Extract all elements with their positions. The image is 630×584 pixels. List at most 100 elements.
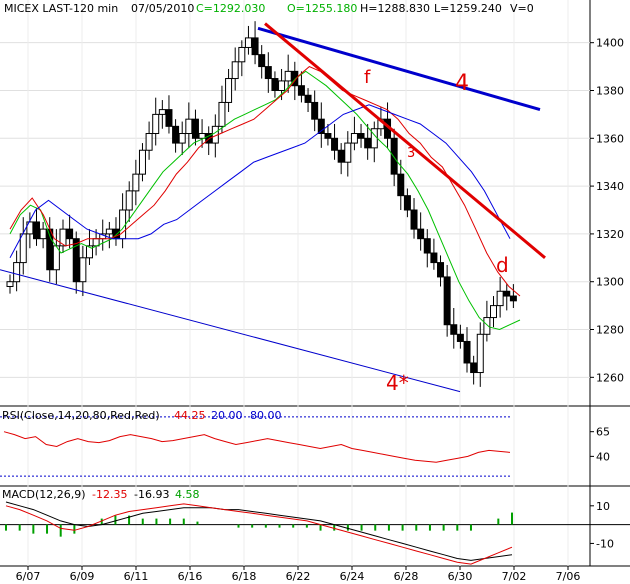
candle-body — [6, 281, 14, 287]
candle-body — [417, 228, 425, 240]
candle-body — [350, 133, 358, 144]
rsi-title: RSI(Close,14,20,80,Red,Red) — [2, 409, 160, 422]
time-tick-label: 7/06 — [556, 570, 581, 583]
wave-label-d: d — [496, 253, 509, 277]
time-tick-label: 6/18 — [232, 570, 257, 583]
candle-body — [364, 137, 372, 149]
candle-body — [503, 290, 511, 297]
price-tick-label: 1340 — [596, 180, 624, 193]
candle-body — [370, 128, 378, 149]
ma-fast-line — [9, 70, 521, 331]
rsi-line — [3, 431, 511, 463]
candle-body — [311, 101, 319, 120]
candle-body — [26, 221, 34, 235]
candle-body — [397, 173, 405, 197]
candle-body — [59, 228, 67, 247]
candlestick-series — [6, 21, 517, 387]
candle-body — [410, 209, 418, 230]
ma-slow-line — [9, 104, 511, 259]
price-tick-label: 1320 — [596, 228, 624, 241]
candle-body — [490, 305, 498, 319]
candle-body — [32, 221, 40, 240]
candle-body — [470, 362, 478, 374]
candle-body — [138, 149, 146, 175]
rsi-level-high: 80.00 — [250, 409, 282, 422]
candle-body — [145, 133, 153, 151]
candle-body — [509, 295, 517, 302]
candle-body — [218, 101, 226, 127]
price-tick-label: 1400 — [596, 37, 624, 50]
candle-body — [244, 37, 252, 48]
candle-body — [85, 245, 93, 259]
candle-body — [39, 228, 47, 240]
candle-body — [185, 118, 193, 135]
wave-label-4star: 4* — [386, 371, 409, 395]
candle-body — [463, 340, 471, 364]
time-tick-label: 6/24 — [340, 570, 365, 583]
macd-tick-label: 10 — [596, 500, 610, 513]
price-tick-label: 1380 — [596, 84, 624, 97]
candle-body — [231, 61, 239, 80]
time-tick-label: 6/09 — [70, 570, 95, 583]
time-tick-label: 6/16 — [178, 570, 203, 583]
candle-body — [198, 133, 206, 139]
macd-tick-label: -10 — [596, 537, 614, 550]
time-tick-label: 6/22 — [286, 570, 311, 583]
macd-title: MACD(12,26,9) — [2, 488, 86, 501]
macd-hist-value: 4.58 — [175, 488, 200, 501]
macd-signal-value: -16.93 — [134, 488, 169, 501]
rsi-value: 44.25 — [174, 409, 206, 422]
time-tick-label: 6/30 — [448, 570, 473, 583]
candle-body — [178, 133, 186, 144]
candle-body — [238, 46, 246, 63]
candle-body — [125, 190, 133, 211]
candle-body — [430, 252, 438, 264]
candle-body — [205, 133, 213, 144]
candle-body — [158, 109, 166, 115]
candle-body — [450, 324, 458, 335]
candle-body — [297, 85, 305, 96]
candle-body — [72, 238, 80, 283]
candle-body — [165, 109, 173, 127]
candle-body — [258, 54, 266, 68]
candle-body — [317, 118, 325, 135]
candle-body — [105, 228, 113, 235]
price-tick-label: 1280 — [596, 324, 624, 337]
rsi-level-low: 20.00 — [211, 409, 243, 422]
candle-body — [66, 228, 74, 240]
open-label: O=1255.180 — [287, 2, 357, 15]
price-tick-label: 1260 — [596, 371, 624, 384]
wave-label-f: f — [364, 67, 371, 88]
red-trendline — [264, 22, 546, 259]
candle-body — [483, 317, 491, 335]
ma-mid-line — [9, 66, 521, 297]
candle-body — [443, 276, 451, 326]
time-tick-label: 7/02 — [502, 570, 527, 583]
candle-body — [132, 173, 140, 192]
candle-body — [390, 137, 398, 175]
candle-body — [284, 70, 292, 82]
candle-body — [172, 125, 180, 144]
time-tick-label: 6/28 — [394, 570, 419, 583]
volume-label: V=0 — [510, 2, 534, 15]
candle-body — [437, 262, 445, 278]
high-label: H=1288.830 — [360, 2, 430, 15]
candle-body — [496, 290, 504, 307]
candle-body — [152, 113, 160, 135]
candle-body — [423, 238, 431, 254]
candle-body — [278, 80, 286, 91]
candle-body — [456, 333, 464, 342]
rsi-tick-label: 65 — [596, 426, 610, 439]
upper-trendline — [257, 26, 541, 112]
candle-body — [324, 133, 332, 139]
candle-body — [264, 66, 272, 80]
candle-body — [304, 94, 312, 103]
candle-body — [357, 133, 365, 139]
macd-signal-line — [5, 501, 513, 561]
time-tick-label: 6/07 — [16, 570, 41, 583]
candle-body — [19, 233, 27, 264]
candle-body — [344, 142, 352, 163]
candle-body — [331, 137, 339, 151]
macd-line — [5, 503, 513, 565]
